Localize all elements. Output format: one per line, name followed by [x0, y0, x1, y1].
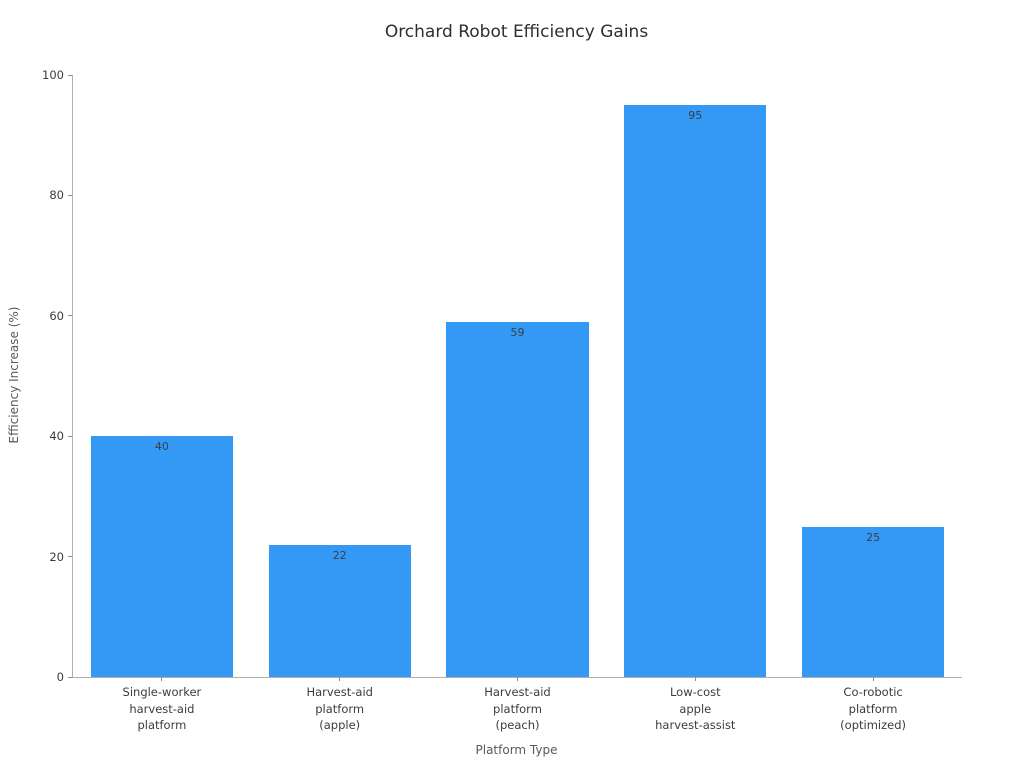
plot-area: 0 20 40 60 80 100 40 Single-worker harvest-aid pl…	[42, 68, 962, 732]
bar: 22	[268, 544, 411, 677]
y-tick-label: 80	[49, 188, 64, 203]
y-tick-mark	[68, 676, 72, 678]
x-category-label: Single-worker harvest-aid platform	[73, 684, 251, 734]
bar-value-label: 95	[688, 109, 703, 123]
x-category-label-line: platform	[848, 701, 898, 716]
y-tick-mark	[68, 556, 72, 558]
y-tick-label: 0	[56, 670, 64, 684]
x-category-label-line: platform	[315, 701, 365, 716]
y-tick-label: 40	[49, 429, 64, 444]
bar: 40	[90, 436, 233, 677]
bar-value-label: 59	[510, 325, 525, 339]
y-tick-mark	[68, 74, 72, 76]
x-category-label-line: Single-worker	[122, 685, 202, 699]
x-axis-label: Platform Type	[475, 743, 558, 757]
x-category-label: Harvest-aid platform (apple)	[251, 684, 429, 734]
x-tick-mark	[694, 677, 696, 681]
x-tick-mark	[872, 677, 874, 681]
x-category-label-line: (optimized)	[840, 718, 906, 732]
x-category-label-line: platform	[137, 718, 187, 732]
chart-title: Orchard Robot Efficiency Gains	[384, 22, 649, 42]
y-tick-label: 100	[42, 68, 64, 82]
x-category-label-line: platform	[493, 701, 542, 716]
bar: 25	[801, 526, 945, 677]
x-category-label-line: harvest-assist	[655, 718, 736, 732]
x-category-label-line: (peach)	[495, 718, 540, 732]
x-category-label-line: Low-cost	[669, 685, 721, 699]
x-tick-mark	[161, 677, 163, 681]
x-category-label-line: Co-robotic	[843, 685, 903, 699]
y-tick-mark	[68, 435, 72, 437]
x-category-label-line: harvest-aid	[129, 701, 195, 716]
x-category-label-line: (apple)	[319, 718, 361, 732]
x-category-label: Co-robotic platform (optimized)	[784, 684, 962, 734]
bar-value-label: 40	[154, 440, 169, 454]
y-axis-label: Efficiency Increase (%)	[7, 306, 21, 444]
bar: 59	[446, 321, 589, 677]
x-category-label-line: Harvest-aid	[306, 685, 373, 699]
bar-value-label: 22	[332, 548, 347, 562]
x-tick-mark	[517, 677, 518, 681]
x-category-label-line: apple	[679, 701, 712, 716]
bar: 95	[624, 105, 767, 677]
x-category-label-line: Harvest-aid	[484, 685, 551, 699]
y-tick-label: 60	[49, 308, 64, 323]
y-tick-mark	[68, 315, 72, 317]
y-tick-mark	[68, 194, 72, 196]
x-category-label: Harvest-aid platform (peach)	[429, 684, 607, 734]
bar-value-label: 25	[866, 530, 881, 544]
x-category-label: Low-cost apple harvest-assist	[606, 684, 784, 734]
y-tick-label: 20	[49, 549, 64, 564]
x-tick-mark	[339, 677, 341, 681]
